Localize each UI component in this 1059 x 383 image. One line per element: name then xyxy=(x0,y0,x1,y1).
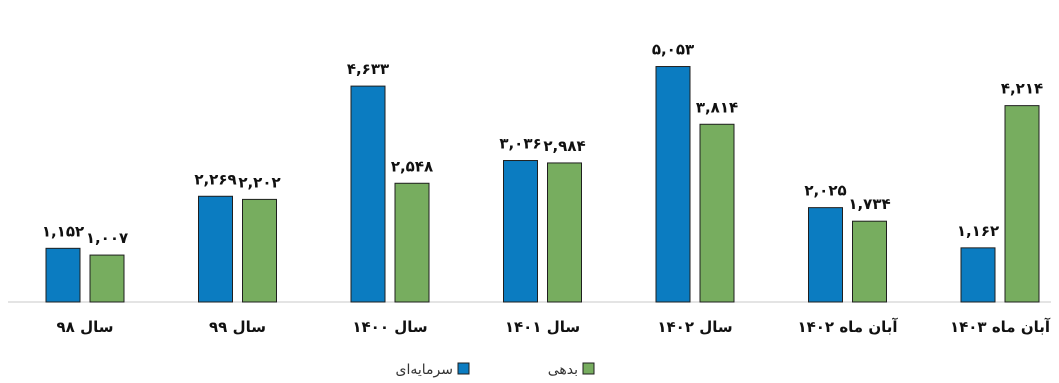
bar-debt-6 xyxy=(1004,105,1040,303)
value-label-debt-0: ۱,۰۰۷ xyxy=(86,229,128,247)
category-label-2: سال ۱۴۰۰ xyxy=(352,318,427,336)
category-label-3: سال ۱۴۰۱ xyxy=(505,318,580,336)
bar-capital-4 xyxy=(655,66,691,303)
value-label-debt-5: ۱,۷۳۴ xyxy=(848,195,890,213)
bar-debt-3 xyxy=(547,162,582,303)
value-label-debt-2: ۲,۵۴۸ xyxy=(391,157,433,175)
bar-debt-5 xyxy=(852,220,887,303)
bar-debt-2 xyxy=(394,182,430,303)
value-label-debt-4: ۳,۸۱۴ xyxy=(696,98,738,116)
bars-group xyxy=(45,66,1040,303)
category-label-0: سال ۹۸ xyxy=(57,318,114,336)
bar-capital-5 xyxy=(808,207,843,303)
value-label-debt-6: ۴,۲۱۴ xyxy=(1001,80,1043,98)
value-label-debt-1: ۲,۲۰۲ xyxy=(238,173,280,191)
value-label-capital-0: ۱,۱۵۲ xyxy=(42,222,84,240)
bar-debt-4 xyxy=(699,123,735,303)
category-label-5: آبان ماه ۱۴۰۲ xyxy=(797,318,898,336)
bar-capital-0 xyxy=(45,247,81,303)
bar-debt-0 xyxy=(89,254,125,303)
category-label-4: سال ۱۴۰۲ xyxy=(657,318,732,336)
value-label-capital-2: ۴,۶۳۳ xyxy=(347,60,389,78)
bar-capital-1 xyxy=(198,195,233,303)
category-labels-group: سال ۹۸ سال ۹۹ سال ۱۴۰۰ سال ۱۴۰۱ سال ۱۴۰۲ آبان… xyxy=(57,318,1051,336)
bar-capital-3 xyxy=(503,160,538,303)
legend-swatch-debt xyxy=(582,362,595,375)
category-label-6: آبان ماه ۱۴۰۳ xyxy=(950,318,1051,336)
value-label-capital-3: ۳,۰۳۶ xyxy=(499,135,541,153)
bar-capital-6 xyxy=(960,247,996,303)
category-label-1: سال ۹۹ xyxy=(209,318,266,336)
bar-capital-2 xyxy=(350,85,386,303)
value-label-capital-6: ۱,۱۶۲ xyxy=(957,222,999,240)
value-labels-group: ۱,۱۵۲ ۱,۰۰۷ ۲,۲۶۹ ۲,۲۰۲ ۴,۶۳۳ ۲,۵۴۸ ۳,۰۳۶ ۲,۹۸۴… xyxy=(42,41,1043,248)
legend-label-capital: سرمایه‌ای xyxy=(396,362,453,378)
value-label-capital-5: ۲,۰۲۵ xyxy=(804,182,846,200)
bar-debt-1 xyxy=(242,198,277,303)
value-label-capital-1: ۲,۲۶۹ xyxy=(194,170,236,188)
legend-swatch-capital xyxy=(457,362,470,375)
value-label-capital-4: ۵,۰۵۳ xyxy=(652,41,694,59)
legend-label-debt: بدهی xyxy=(548,362,578,378)
legend: بدهی سرمایه‌ای xyxy=(396,362,595,378)
value-label-debt-3: ۲,۹۸۴ xyxy=(543,137,585,155)
